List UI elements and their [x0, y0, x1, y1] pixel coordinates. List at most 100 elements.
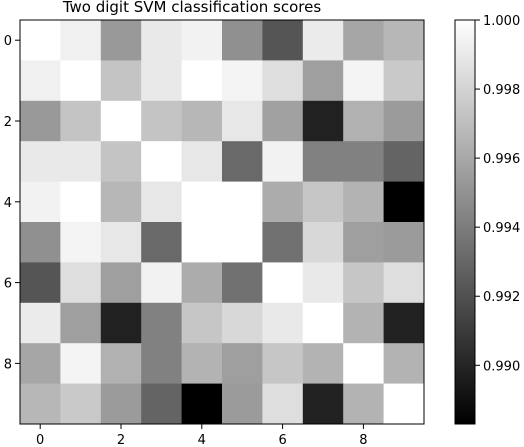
heatmap-cell-5-3: [141, 222, 183, 263]
heatmap-cell-5-9: [383, 222, 425, 263]
heatmap-cell-4-6: [262, 181, 304, 223]
colorbar-tick-label: 0.992: [483, 290, 520, 305]
heatmap-cell-8-1: [60, 343, 102, 385]
heatmap-cell-8-6: [262, 343, 304, 385]
heatmap-cell-7-8: [343, 302, 385, 344]
colorbar: [454, 19, 476, 425]
heatmap-cell-8-3: [141, 343, 183, 385]
heatmap-cell-7-6: [262, 302, 304, 344]
heatmap-cell-1-7: [302, 60, 344, 102]
heatmap-cells: [20, 20, 425, 425]
heatmap-cell-2-8: [343, 100, 385, 142]
heatmap-cell-4-9: [383, 181, 425, 223]
heatmap-cell-5-6: [262, 222, 304, 263]
heatmap-cell-0-6: [262, 20, 304, 61]
heatmap-cell-9-9: [383, 383, 425, 425]
heatmap-cell-9-2: [100, 383, 142, 425]
heatmap-cell-5-4: [181, 222, 223, 263]
heatmap-cell-5-8: [343, 222, 385, 263]
heatmap-cell-7-1: [60, 302, 102, 344]
heatmap-cell-4-2: [100, 181, 142, 223]
heatmap-cell-6-0: [20, 262, 61, 304]
heatmap-cell-2-1: [60, 100, 102, 142]
heatmap-cell-2-2: [100, 100, 142, 142]
heatmap-cell-1-5: [222, 60, 263, 102]
heatmap-cell-7-0: [20, 302, 61, 344]
heatmap-cell-8-2: [100, 343, 142, 385]
x-tick-label: 4: [198, 433, 206, 447]
heatmap-cell-4-0: [20, 181, 61, 223]
heatmap-cell-7-4: [181, 302, 223, 344]
x-tick-label: 0: [36, 433, 44, 447]
heatmap-cell-1-3: [141, 60, 183, 102]
heatmap-cell-3-2: [100, 141, 142, 183]
heatmap-cell-6-9: [383, 262, 425, 304]
heatmap-cell-9-8: [343, 383, 385, 425]
heatmap-cell-4-5: [222, 181, 263, 223]
colorbar-tick-label: 0.998: [483, 83, 520, 98]
heatmap-cell-4-7: [302, 181, 344, 223]
heatmap-cell-0-0: [20, 20, 61, 61]
heatmap-cell-4-3: [141, 181, 183, 223]
heatmap-cell-9-1: [60, 383, 102, 425]
y-tick-label: 0: [4, 34, 12, 49]
heatmap-cell-8-5: [222, 343, 263, 385]
heatmap-cell-3-0: [20, 141, 61, 183]
y-tick-label: 8: [4, 357, 12, 372]
heatmap-cell-5-2: [100, 222, 142, 263]
heatmap-cell-3-9: [383, 141, 425, 183]
heatmap-cell-8-8: [343, 343, 385, 385]
plot-frame: [19, 19, 425, 425]
heatmap-cell-5-7: [302, 222, 344, 263]
heatmap-cell-7-5: [222, 302, 263, 344]
x-tick-label: 8: [359, 433, 367, 447]
heatmap-cell-1-4: [181, 60, 223, 102]
heatmap-cell-8-4: [181, 343, 223, 385]
heatmap-cell-2-6: [262, 100, 304, 142]
heatmap-cell-3-8: [343, 141, 385, 183]
heatmap-cell-4-1: [60, 181, 102, 223]
x-tick-label: 6: [278, 433, 286, 447]
heatmap-cell-6-5: [222, 262, 263, 304]
x-tick-label: 2: [117, 433, 125, 447]
heatmap-cell-7-7: [302, 302, 344, 344]
heatmap-cell-0-8: [343, 20, 385, 61]
heatmap-cell-3-5: [222, 141, 263, 183]
colorbar-tick-label: 0.990: [483, 359, 520, 374]
colorbar-tick-label: 1.000: [483, 14, 520, 29]
chart-title: Two digit SVM classification scores: [62, 0, 322, 16]
heatmap-cell-8-9: [383, 343, 425, 385]
heatmap-cell-9-0: [20, 383, 61, 425]
heatmap-cell-3-1: [60, 141, 102, 183]
heatmap-cell-7-9: [383, 302, 425, 344]
heatmap-cell-1-6: [262, 60, 304, 102]
heatmap-cell-2-3: [141, 100, 183, 142]
heatmap-cell-5-1: [60, 222, 102, 263]
y-tick-label: 4: [4, 196, 12, 211]
heatmap-cell-1-0: [20, 60, 61, 102]
colorbar-tick-label: 0.994: [483, 221, 520, 236]
colorbar-axis: 1.000 0.998 0.996 0.994 0.992 0.990: [475, 14, 520, 374]
heatmap-cell-1-2: [100, 60, 142, 102]
heatmap-cell-0-7: [302, 20, 344, 61]
heatmap-cell-7-2: [100, 302, 142, 344]
heatmap-cell-3-3: [141, 141, 183, 183]
heatmap-cell-5-0: [20, 222, 61, 263]
heatmap-cell-9-6: [262, 383, 304, 425]
heatmap-cell-0-1: [60, 20, 102, 61]
heatmap-cell-9-3: [141, 383, 183, 425]
heatmap-cell-9-5: [222, 383, 263, 425]
heatmap-cell-6-6: [262, 262, 304, 304]
heatmap-cell-2-9: [383, 100, 425, 142]
heatmap-cell-4-8: [343, 181, 385, 223]
heatmap-cell-2-5: [222, 100, 263, 142]
heatmap-cell-6-7: [302, 262, 344, 304]
heatmap-cell-6-4: [181, 262, 223, 304]
heatmap-cell-2-7: [302, 100, 344, 142]
heatmap-cell-2-0: [20, 100, 61, 142]
x-axis: 0 2 4 6 8: [36, 424, 368, 447]
y-tick-label: 2: [4, 115, 12, 130]
heatmap-cell-5-5: [222, 222, 263, 263]
heatmap-cell-8-7: [302, 343, 344, 385]
heatmap-cell-0-9: [383, 20, 425, 61]
